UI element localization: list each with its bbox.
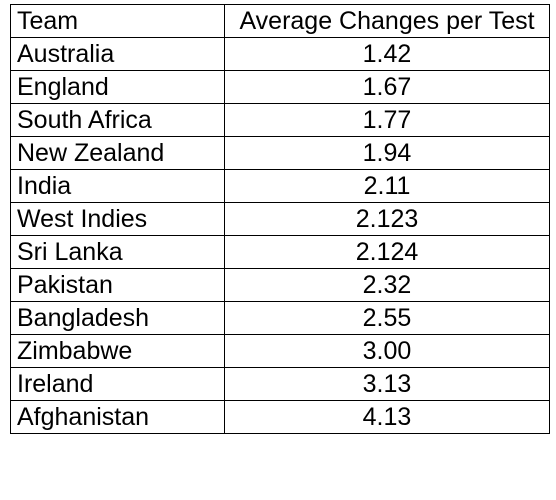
team-name-cell: Pakistan bbox=[10, 268, 225, 302]
table-row: Pakistan 2.32 bbox=[10, 268, 550, 302]
team-name-cell: Sri Lanka bbox=[10, 235, 225, 269]
average-changes-cell: 1.77 bbox=[224, 103, 550, 137]
average-changes-cell: 1.42 bbox=[224, 37, 550, 71]
team-name-cell: Afghanistan bbox=[10, 400, 225, 434]
table-row: England 1.67 bbox=[10, 70, 550, 104]
average-changes-cell: 3.00 bbox=[224, 334, 550, 368]
table-row: Zimbabwe 3.00 bbox=[10, 334, 550, 368]
table-row: New Zealand 1.94 bbox=[10, 136, 550, 170]
table-row: Ireland 3.13 bbox=[10, 367, 550, 401]
average-changes-cell: 2.55 bbox=[224, 301, 550, 335]
header-team: Team bbox=[10, 4, 225, 38]
team-name-cell: Bangladesh bbox=[10, 301, 225, 335]
team-name-cell: New Zealand bbox=[10, 136, 225, 170]
table-row: Afghanistan 4.13 bbox=[10, 400, 550, 434]
average-changes-cell: 1.67 bbox=[224, 70, 550, 104]
average-changes-cell: 4.13 bbox=[224, 400, 550, 434]
header-row: Team Average Changes per Test bbox=[10, 4, 550, 38]
average-changes-cell: 2.123 bbox=[224, 202, 550, 236]
header-average-changes: Average Changes per Test bbox=[224, 4, 550, 38]
team-name-cell: Zimbabwe bbox=[10, 334, 225, 368]
table-row: South Africa 1.77 bbox=[10, 103, 550, 137]
team-name-cell: West Indies bbox=[10, 202, 225, 236]
table-row: West Indies 2.123 bbox=[10, 202, 550, 236]
table-row: India 2.11 bbox=[10, 169, 550, 203]
team-name-cell: India bbox=[10, 169, 225, 203]
team-name-cell: Australia bbox=[10, 37, 225, 71]
team-name-cell: Ireland bbox=[10, 367, 225, 401]
average-changes-cell: 2.11 bbox=[224, 169, 550, 203]
team-changes-table: Team Average Changes per Test Australia … bbox=[10, 4, 550, 434]
table-row: Bangladesh 2.55 bbox=[10, 301, 550, 335]
team-name-cell: England bbox=[10, 70, 225, 104]
team-name-cell: South Africa bbox=[10, 103, 225, 137]
team-changes-table-container: Team Average Changes per Test Australia … bbox=[10, 4, 550, 434]
table-row: Sri Lanka 2.124 bbox=[10, 235, 550, 269]
average-changes-cell: 2.124 bbox=[224, 235, 550, 269]
average-changes-cell: 3.13 bbox=[224, 367, 550, 401]
table-row: Australia 1.42 bbox=[10, 37, 550, 71]
average-changes-cell: 1.94 bbox=[224, 136, 550, 170]
average-changes-cell: 2.32 bbox=[224, 268, 550, 302]
